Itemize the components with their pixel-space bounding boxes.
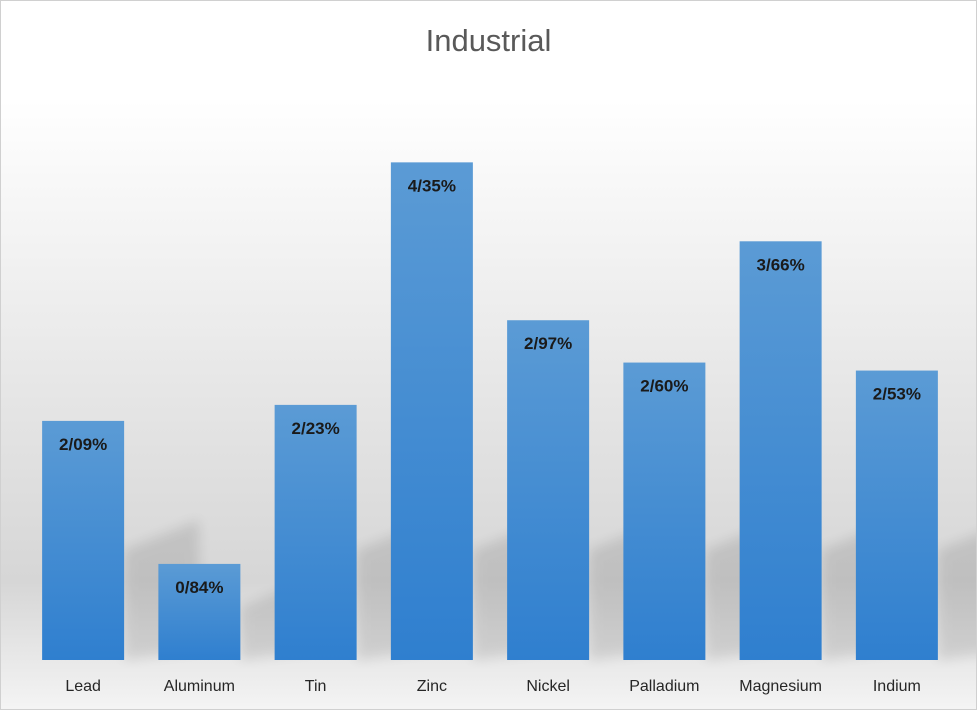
x-axis-tick-labels: Lead Aluminum Tin Zinc Nickel Palladium Magnes… (65, 678, 921, 695)
data-label-nickel: 2/97% (524, 334, 572, 353)
data-label-indium: 2/53% (873, 385, 921, 404)
x-tick-tin: Tin (305, 678, 327, 695)
bar-tin (274, 404, 357, 660)
bar-zinc (390, 162, 473, 661)
x-tick-aluminum: Aluminum (164, 678, 235, 695)
data-label-magnesium: 3/66% (757, 255, 805, 274)
data-label-tin: 2/23% (292, 419, 340, 438)
bar-shadow-indium (937, 534, 976, 660)
x-tick-lead: Lead (65, 678, 101, 695)
bar-indium (855, 370, 938, 660)
bars (42, 162, 938, 661)
bar-lead (42, 420, 125, 660)
data-labels: 2/09% 0/84% 2/23% 4/35% 2/97% 2/60% 3/66% 2/53% (59, 176, 921, 597)
data-label-aluminum: 0/84% (175, 578, 223, 597)
data-label-lead: 2/09% (59, 435, 107, 454)
bar-magnesium (739, 241, 822, 660)
x-tick-magnesium: Magnesium (739, 678, 822, 695)
bar-aluminum (158, 563, 241, 660)
bar-nickel (507, 320, 590, 660)
data-label-zinc: 4/35% (408, 176, 456, 195)
x-tick-zinc: Zinc (417, 678, 447, 695)
x-tick-indium: Indium (873, 678, 921, 695)
x-tick-palladium: Palladium (629, 678, 699, 695)
chart-title: Industrial (425, 23, 552, 58)
data-label-palladium: 2/60% (640, 377, 688, 396)
bar-palladium (623, 362, 706, 660)
x-tick-nickel: Nickel (526, 678, 570, 695)
